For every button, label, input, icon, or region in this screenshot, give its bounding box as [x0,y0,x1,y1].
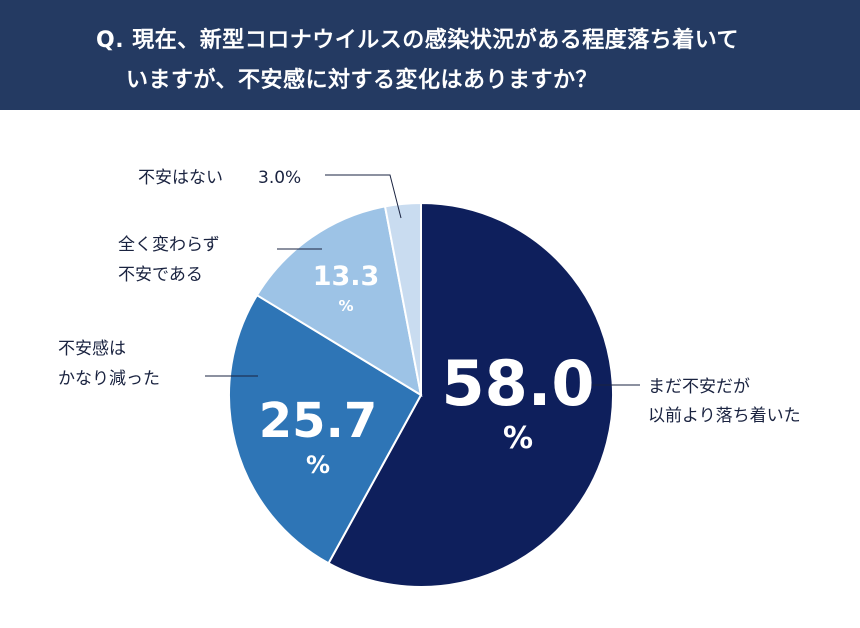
value-label-2: 25.7 [259,393,377,449]
question-header: Q. 現在、新型コロナウイルスの感染状況がある程度落ち着いて いますが、不安感に… [0,0,860,110]
value-label-4: 3.0% [258,168,301,188]
category-label-2-line-2: かなり減った [58,369,160,389]
category-label-4-line-1: 不安はない [138,168,223,188]
question-line-1: Q. 現在、新型コロナウイルスの感染状況がある程度落ち着いて [96,28,740,53]
value-label-1: 58.0 [442,347,595,420]
pie-slice-1 [327,201,614,588]
category-label-3-line-2: 不安である [118,265,203,285]
unit-label-2: % [306,451,330,479]
category-label-3-line-1: 全く変わらず [118,235,220,255]
category-label-1-line-2: 以前より落ち着いた [648,406,801,426]
category-label-1-line-1: まだ不安だが [648,377,750,397]
pie-slice-4 [383,201,422,396]
unit-label-1: % [503,421,533,456]
pie-slice-2 [228,293,423,565]
unit-label-3: % [338,297,353,315]
category-label-2-line-1: 不安感は [58,339,126,359]
question-line-2: いますが、不安感に対する変化はありますか？ [126,68,599,93]
leader-line-4 [325,174,402,219]
pie-slice-3 [255,205,423,398]
value-label-3: 13.3 [313,261,380,292]
